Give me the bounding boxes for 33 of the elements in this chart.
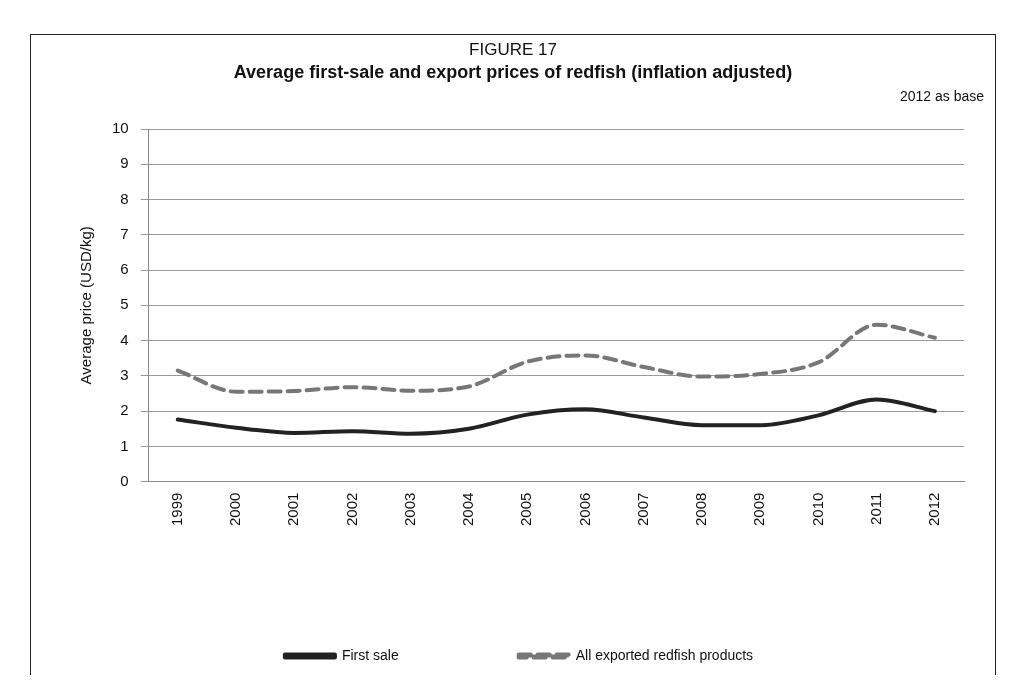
chart-title: FIGURE 17 — [468, 40, 558, 60]
chart-subtitle: Average first-sale and export prices of redfish (inflation adjusted) — [232, 62, 794, 83]
x-tick-label: 2001 — [284, 492, 302, 527]
x-tick-label: 2000 — [226, 492, 244, 527]
x-tick-label: 2002 — [342, 492, 360, 527]
legend-label: All exported redfish products — [575, 646, 754, 663]
x-tick-label: 1999 — [167, 492, 185, 527]
y-tick-label: 9 — [120, 154, 129, 172]
line-series — [175, 397, 937, 436]
x-tick-label: 2006 — [575, 492, 593, 527]
y-tick-label: 5 — [120, 295, 129, 313]
x-tick-label: 2005 — [517, 492, 535, 527]
x-tick-label: 2010 — [808, 492, 826, 527]
y-tick-label: 6 — [120, 260, 129, 278]
x-tick-label: 2003 — [400, 492, 418, 527]
y-tick-label: 3 — [120, 365, 129, 383]
y-tick-label: 8 — [120, 189, 129, 207]
legend-label: First sale — [341, 646, 399, 663]
x-tick-label: 2004 — [459, 492, 477, 527]
y-axis-title: Average price (USD/kg) — [77, 226, 95, 385]
line-series — [175, 322, 937, 394]
x-tick-label: 2011 — [866, 492, 884, 525]
x-tick-label: 2012 — [925, 492, 943, 527]
x-tick-label: 2008 — [692, 492, 710, 527]
y-tick-label: 0 — [120, 471, 129, 489]
x-tick-label: 2007 — [633, 492, 651, 527]
y-tick-label: 4 — [120, 330, 129, 348]
y-tick-label: 2 — [120, 401, 129, 419]
y-tick-label: 1 — [120, 436, 129, 454]
y-tick-label: 10 — [112, 119, 129, 137]
x-tick-label: 2009 — [750, 492, 768, 527]
y-tick-label: 7 — [120, 224, 129, 242]
text: 2012 as base — [899, 88, 984, 104]
